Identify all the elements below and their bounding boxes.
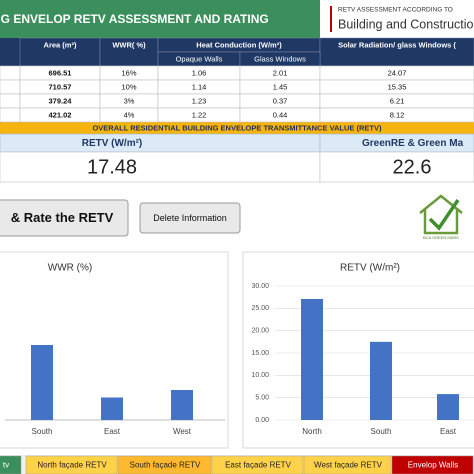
sheet-tab[interactable] <box>391 455 474 474</box>
rate-button[interactable] <box>0 199 129 237</box>
header-cell <box>319 37 474 67</box>
rate-button-text[interactable]: & Rate the RETV <box>11 210 114 225</box>
cell-text: 1.14 <box>192 82 207 91</box>
y-tick-label: 5.00 <box>255 395 269 402</box>
cell-text: 24.07 <box>388 68 407 77</box>
bar <box>101 397 123 420</box>
sheet-title: NG ENVELOP RETV ASSESSMENT AND RATING <box>0 12 269 26</box>
cell <box>0 65 21 81</box>
banner-text: OVERALL RESIDENTIAL BUILDING ENVELOPE TR… <box>92 123 382 132</box>
banner <box>0 122 474 134</box>
cell-text: 1.45 <box>273 82 288 91</box>
cell-text: 696.51 <box>49 68 72 77</box>
cell-text: 2.01 <box>273 68 288 77</box>
cell <box>319 107 474 123</box>
bar <box>370 341 392 420</box>
delete-button[interactable] <box>139 202 241 234</box>
sheet-tab-label[interactable]: West façade RETV <box>314 461 383 470</box>
y-tick-label: 15.00 <box>251 350 269 357</box>
cell <box>0 107 21 123</box>
cell-text: 10% <box>121 82 136 91</box>
column-header: WWR( %) <box>112 40 146 49</box>
x-tick-label: East <box>104 427 121 436</box>
logo-line: Building and Construction <box>338 17 474 31</box>
green-value: 22.6 <box>393 156 432 178</box>
sheet-tab-label[interactable]: North façade RETV <box>37 461 107 470</box>
cell <box>0 93 21 109</box>
sheet-tab-label[interactable]: East façade RETV <box>225 461 291 470</box>
chart-title: RETV (W/m²) <box>340 263 400 274</box>
header-cell <box>99 37 159 67</box>
cell-text: 8.12 <box>390 110 405 119</box>
chart-frame <box>242 251 474 449</box>
logo-mark <box>330 6 332 32</box>
cell-text: 1.23 <box>192 96 207 105</box>
column-header: Area (m²) <box>44 40 77 49</box>
bar <box>301 298 323 420</box>
logo-line: RETV ASSESSMENT ACCORDING TO <box>338 7 453 14</box>
green-value-cell <box>319 151 474 183</box>
sheet-tab[interactable] <box>117 455 212 474</box>
cell-text: 379.24 <box>49 96 73 105</box>
cell-text: 15.35 <box>388 82 407 91</box>
column-header: Heat Conduction (W/m²) <box>196 40 282 49</box>
green-label: GreenRE & Green Ma <box>362 138 464 149</box>
header-cell <box>19 37 101 67</box>
sheet-tab[interactable] <box>303 455 392 474</box>
cell-text: 16% <box>121 68 136 77</box>
cell-text: 0.37 <box>273 96 288 105</box>
retv-label: RETV (W/m²) <box>82 138 143 149</box>
cell-text: 6.21 <box>390 96 405 105</box>
x-tick-label: West <box>173 427 192 436</box>
x-tick-label: South <box>371 427 392 436</box>
bar <box>171 390 193 420</box>
green-mark-logo <box>419 194 463 235</box>
cell-text: 1.06 <box>192 68 207 77</box>
bar <box>437 394 459 420</box>
logo-caption: BCA GREEN MARK <box>423 235 459 240</box>
cell-text: 3% <box>124 96 135 105</box>
sheet-tab[interactable] <box>25 455 118 474</box>
delete-button-text[interactable]: Delete Information <box>153 213 227 223</box>
bar <box>31 345 53 420</box>
chart-title: WWR (%) <box>48 263 92 274</box>
cell-text: 421.02 <box>49 110 72 119</box>
sheet-tab[interactable] <box>0 455 22 474</box>
column-subheader: Opaque Walls <box>176 54 223 63</box>
x-tick-label: South <box>32 427 53 436</box>
title-band <box>0 0 320 38</box>
y-tick-label: 0.00 <box>255 417 269 424</box>
sheet-tab-label[interactable]: South façade RETV <box>130 461 201 470</box>
cell-text: 710.57 <box>49 82 72 91</box>
cell-text: 4% <box>124 110 135 119</box>
header-cell <box>0 38 20 66</box>
sheet-tab-label[interactable]: Envelop Walls <box>408 461 458 470</box>
column-subheader: Glass Windows <box>254 54 306 63</box>
sheet-tab[interactable] <box>211 455 304 474</box>
cell-text: 0.44 <box>273 110 288 119</box>
cell <box>0 79 21 95</box>
y-tick-label: 10.00 <box>251 372 269 379</box>
retv-label-cell <box>0 133 321 153</box>
y-tick-label: 30.00 <box>251 283 269 290</box>
cell-text: 1.22 <box>192 110 207 119</box>
sheet-tab-label[interactable]: tv <box>3 461 9 470</box>
retv-value-cell <box>0 151 321 183</box>
y-tick-label: 25.00 <box>251 305 269 312</box>
column-header: Solar Radiation/ glass Windows ( <box>338 40 456 49</box>
x-tick-label: East <box>440 427 457 436</box>
y-tick-label: 20.00 <box>251 328 269 335</box>
retv-value: 17.48 <box>87 156 137 178</box>
x-tick-label: North <box>302 427 322 436</box>
